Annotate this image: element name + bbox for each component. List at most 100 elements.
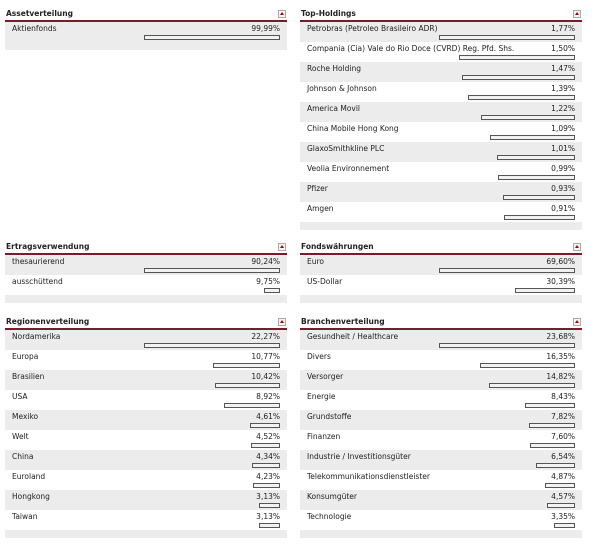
bar [251,463,280,468]
row-label: Amgen [307,204,334,213]
row-label: Johnson & Johnson [307,84,377,93]
row-value: 14,82% [546,372,575,381]
row: GlaxoSmithkline PLC 1,01% [300,142,582,162]
row: thesaurierend 90,24% [5,255,287,275]
bar [144,35,280,40]
row-label: thesaurierend [12,257,65,266]
row: Grundstoffe 7,82% [300,410,582,430]
bar [459,55,575,60]
row-label: China [12,452,34,461]
collapse-button[interactable] [573,10,581,18]
row-value: 6,54% [551,452,575,461]
row-value: 23,68% [546,332,575,341]
bar [215,383,280,388]
row-value: 3,35% [551,512,575,521]
row: Brasilien 10,42% [5,370,287,390]
row-label: Europa [12,352,39,361]
row: Veolia Environnement 0,99% [300,162,582,182]
panel-footer [300,222,582,230]
row-value: 4,23% [256,472,280,481]
row-label: Aktienfonds [12,24,57,33]
row-label: China Mobile Hong Kong [307,124,399,133]
row-value: 1,09% [551,124,575,133]
bar [461,75,575,80]
bar [439,35,575,40]
panel-title: Assetverteilung [5,8,287,22]
panel-footer [300,530,582,538]
bar [250,423,280,428]
row: Welt 4,52% [5,430,287,450]
bar [490,135,575,140]
row: Nordamerika 22,27% [5,330,287,350]
row-label: Taiwan [12,512,38,521]
row-label: Welt [12,432,29,441]
panel: Fondswährungen Euro 69,60% US-Dollar 30,39% [300,241,582,303]
row-value: 30,39% [546,277,575,286]
bar [528,423,575,428]
row-label: Brasilien [12,372,45,381]
row-value: 3,13% [256,492,280,501]
collapse-button[interactable] [573,243,581,251]
row-value: 4,34% [256,452,280,461]
row: Hongkong 3,13% [5,490,287,510]
row: China 4,34% [5,450,287,470]
row: Aktienfonds 99,99% [5,22,287,42]
row: Energie 8,43% [300,390,582,410]
bar [144,268,280,273]
row-label: Divers [307,352,331,361]
row-label: Compania (Cia) Vale do Rio Doce (CVRD) R… [307,44,515,53]
panel: Regionenverteilung Nordamerika 22,27% Europ… [5,316,287,538]
row-value: 69,60% [546,257,575,266]
row: US-Dollar 30,39% [300,275,582,295]
bar [144,343,280,348]
row-label: Veolia Environnement [307,164,390,173]
panel-footer [5,42,287,50]
row: Technologie 3,35% [300,510,582,530]
row: Johnson & Johnson 1,39% [300,82,582,102]
row-value: 22,27% [251,332,280,341]
bar [502,195,575,200]
row-label: Konsumgüter [307,492,358,501]
bar [547,503,575,508]
row-label: Euro [307,257,324,266]
panel-title: Fondswährungen [300,241,582,255]
row: America Movil 1,22% [300,102,582,122]
row-label: Versorger [307,372,344,381]
row-value: 16,35% [546,352,575,361]
bar [525,403,575,408]
row-value: 90,24% [251,257,280,266]
bar [224,403,280,408]
row-value: 10,42% [251,372,280,381]
panel-title: Branchenverteilung [300,316,582,330]
row: Telekommunikationsdienstleister 4,87% [300,470,582,490]
bar [504,215,575,220]
row-label: US-Dollar [307,277,343,286]
collapse-button[interactable] [278,10,286,18]
row: Roche Holding 1,47% [300,62,582,82]
collapse-button[interactable] [278,318,286,326]
row-label: Gesundheit / Healthcare [307,332,399,341]
row-label: Grundstoffe [307,412,352,421]
panel-title: Ertragsverwendung [5,241,287,255]
panel-title: Regionenverteilung [5,316,287,330]
bar [439,343,575,348]
row-value: 4,61% [256,412,280,421]
row-label: Euroland [12,472,46,481]
panel: Branchenverteilung Gesundheit / Healthcar… [300,316,582,538]
collapse-button[interactable] [278,243,286,251]
row-value: 3,13% [256,512,280,521]
row-label: Technologie [307,512,352,521]
row: USA 8,92% [5,390,287,410]
bar [480,115,575,120]
panel: Assetverteilung Aktienfonds 99,99% [5,8,287,50]
bar [259,523,280,528]
row-value: 0,91% [551,204,575,213]
collapse-button[interactable] [573,318,581,326]
row: Euro 69,60% [300,255,582,275]
bar [213,363,280,368]
row-value: 1,47% [551,64,575,73]
bar [250,443,280,448]
row-value: 4,87% [551,472,575,481]
bar [514,288,575,293]
